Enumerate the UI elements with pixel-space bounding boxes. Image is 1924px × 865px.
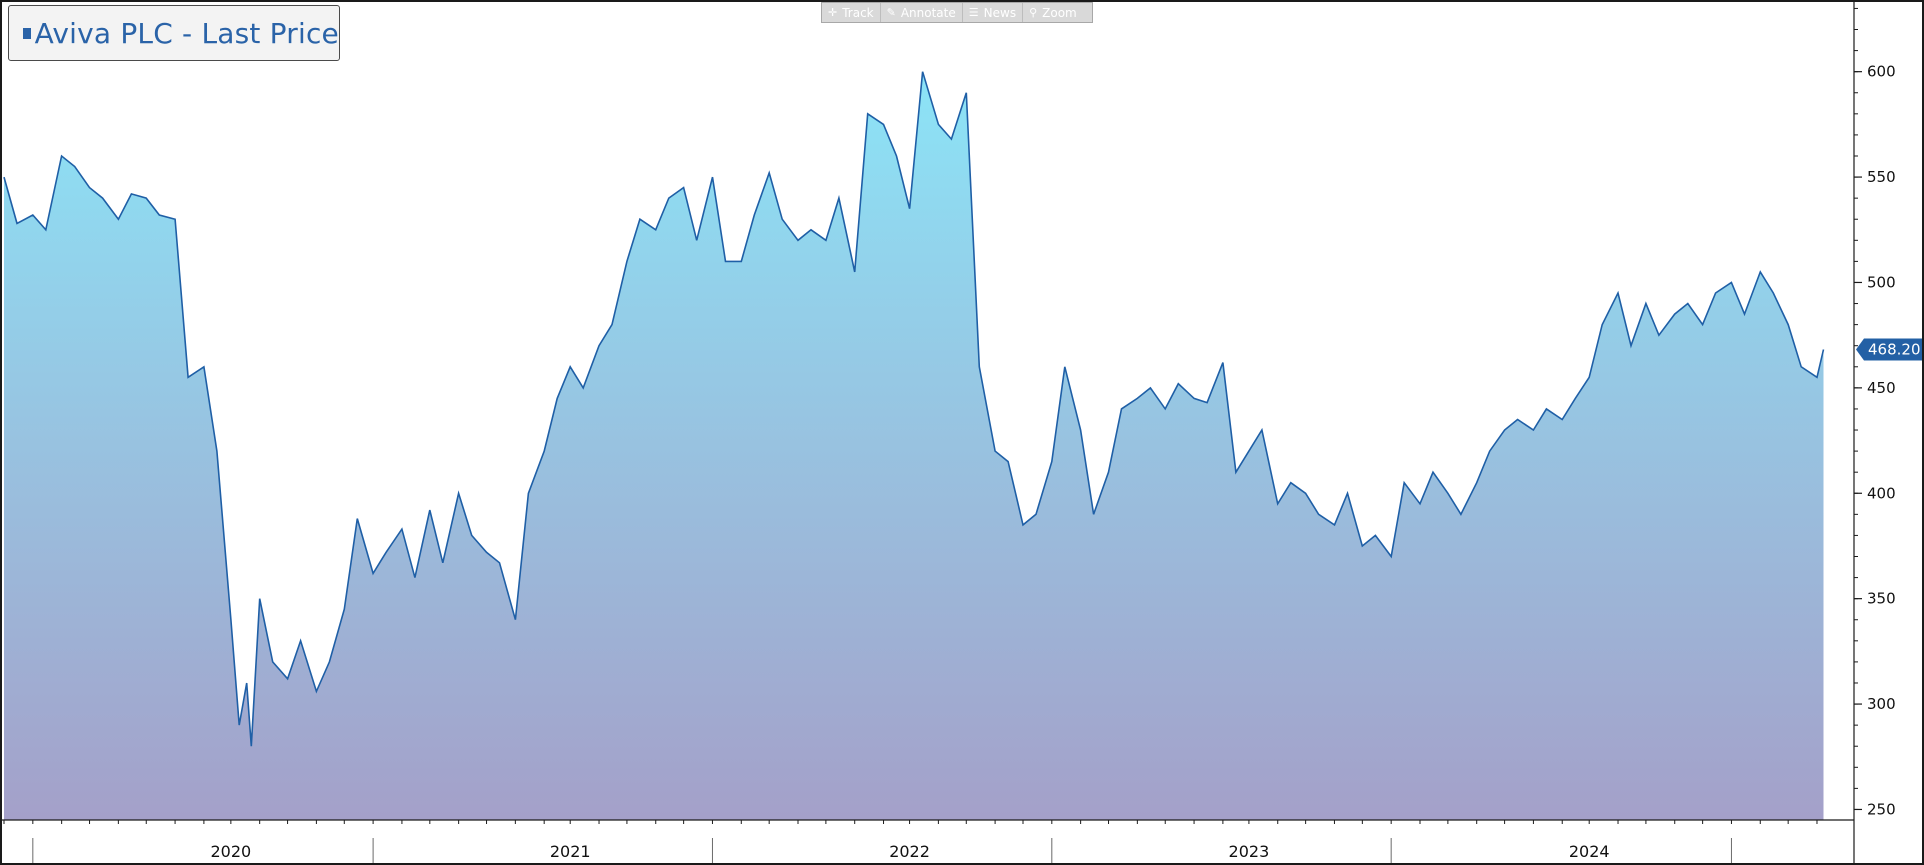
y-tick-label: 600 (1867, 63, 1896, 81)
last-price-tag: 468.20 (1856, 338, 1922, 361)
legend-label: Aviva PLC - Last Price (34, 16, 339, 50)
legend-swatch (23, 27, 31, 39)
last-price-tag-background (1856, 338, 1922, 361)
y-axis: 250 300 350 400 450 500 550 600 (1854, 7, 1896, 818)
news-button[interactable]: ☰ News (963, 3, 1024, 22)
y-tick-label: 350 (1867, 590, 1896, 608)
annotate-label: Annotate (900, 5, 956, 20)
x-tick-label: 2024 (1569, 842, 1610, 861)
x-axis: 2020 2021 2022 2023 2024 (3, 820, 1818, 863)
zoom-button[interactable]: ⚲ Zoom (1023, 3, 1083, 22)
track-label: Track (842, 5, 874, 20)
x-tick-label: 2022 (889, 842, 930, 861)
x-tick-label: 2020 (210, 842, 251, 861)
y-tick-label: 400 (1867, 484, 1896, 502)
price-line-series (3, 71, 1825, 747)
y-tick-label: 450 (1867, 379, 1896, 397)
track-button[interactable]: ✛ Track (822, 3, 881, 22)
price-area-fill (4, 71, 1824, 820)
legend[interactable]: Aviva PLC - Last Price (8, 5, 340, 61)
y-tick-label: 300 (1867, 695, 1896, 713)
news-icon: ☰ (968, 6, 979, 19)
pencil-icon: ✎ (886, 6, 896, 19)
annotate-button[interactable]: ✎ Annotate (881, 3, 963, 22)
y-tick-label: 550 (1867, 168, 1896, 186)
x-tick-label: 2021 (550, 842, 591, 861)
chart-toolbar: ✛ Track ✎ Annotate ☰ News ⚲ Zoom (821, 2, 1093, 23)
x-tick-label: 2023 (1229, 842, 1270, 861)
news-label: News (983, 5, 1017, 20)
zoom-label: Zoom (1042, 5, 1077, 20)
last-price-tag-text: 468.20 (1868, 341, 1921, 359)
y-tick-label: 500 (1867, 273, 1896, 291)
crosshair-icon: ✛ (828, 6, 838, 19)
magnifier-icon: ⚲ (1029, 6, 1038, 19)
y-tick-label: 250 (1867, 800, 1896, 818)
